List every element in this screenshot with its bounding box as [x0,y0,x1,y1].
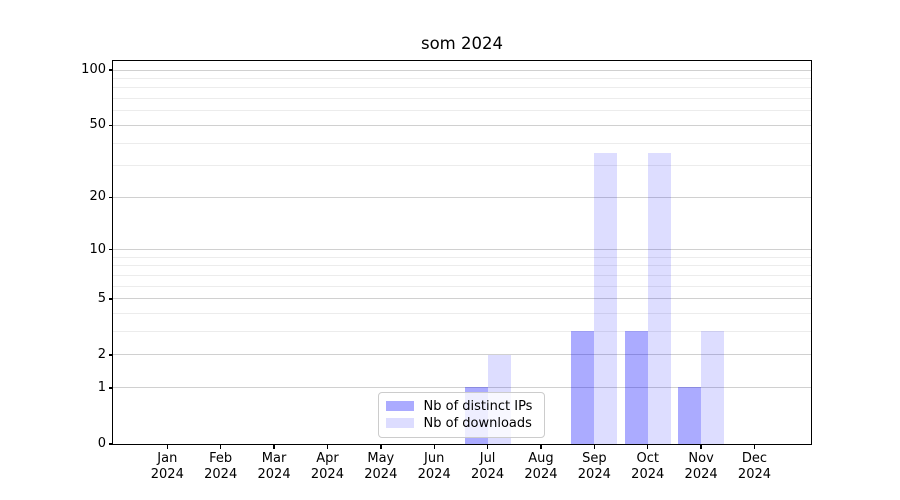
x-tick-mark [540,444,542,449]
y-gridline-minor [112,313,811,315]
x-tick-label: Feb 2024 [204,451,238,482]
bar-distinct-ips [624,331,648,444]
y-gridline-minor [112,98,811,100]
legend-item-downloads: Nb of downloads [385,415,536,432]
legend-label-distinct-ips: Nb of distinct IPs [423,398,533,414]
x-tick-label: Oct 2024 [631,451,665,482]
y-tick-mark [108,298,113,300]
y-tick-label: 20 [89,189,106,205]
x-tick-mark [753,444,756,449]
y-gridline-minor [112,78,811,80]
y-tick-label: 5 [97,290,106,306]
y-gridline-major [112,354,811,356]
bar-downloads [647,153,671,444]
y-gridline-major [112,249,811,251]
x-tick-mark [380,444,382,449]
y-tick-mark [108,443,113,445]
y-gridline-major [112,69,811,71]
legend-label-downloads: Nb of downloads [423,415,532,431]
x-tick-mark [219,444,222,449]
y-gridline-minor [112,165,811,167]
x-tick-mark [433,444,435,449]
y-tick-mark [108,69,113,71]
y-tick-mark [108,387,113,389]
y-gridline-minor [112,275,811,277]
legend-swatch-downloads-icon [385,418,414,428]
y-gridline-minor [112,142,811,144]
y-gridline-major [112,124,811,126]
y-tick-label: 100 [81,62,106,78]
y-tick-label: 0 [97,436,106,451]
y-tick-label: 2 [97,346,106,362]
chart-title: som 2024 [420,34,503,53]
x-tick-label: Aug 2024 [524,451,558,482]
y-tick-label: 1 [97,379,106,395]
x-tick-label: Apr 2024 [310,451,344,482]
plot-area: Nb of distinct IPs Nb of downloads [111,59,812,445]
y-tick-mark [108,249,113,251]
x-tick-mark [647,444,649,449]
legend-item-distinct-ips: Nb of distinct IPs [385,398,536,415]
y-tick-mark [108,124,113,127]
x-tick-mark [593,444,596,449]
x-tick-mark [166,444,168,449]
y-gridline-major [112,196,811,198]
x-tick-mark [326,444,329,449]
y-gridline-minor [112,87,811,89]
bar-downloads [701,331,725,444]
x-tick-label: Jul 2024 [471,451,505,482]
y-tick-label: 10 [89,241,106,257]
y-gridline-minor [112,331,811,333]
y-tick-mark [108,196,113,199]
x-tick-label: Jan 2024 [150,451,184,482]
y-gridline-major [112,298,811,300]
x-tick-mark [700,444,702,449]
x-tick-label: Sep 2024 [577,451,611,482]
x-tick-mark [273,444,275,449]
y-gridline-major [112,387,811,389]
y-tick-label: 50 [89,117,106,133]
x-tick-label: Nov 2024 [684,451,718,482]
x-tick-label: May 2024 [364,451,398,482]
x-tick-mark [486,444,489,449]
y-tick-mark [108,354,113,356]
y-gridline-minor [112,285,811,287]
bar-distinct-ips [571,331,595,444]
y-gridline-minor [112,265,811,267]
legend: Nb of distinct IPs Nb of downloads [377,391,545,438]
legend-swatch-distinct-ips-icon [385,401,414,411]
bar-distinct-ips [678,387,702,444]
x-tick-label: Mar 2024 [257,451,291,482]
y-gridline-minor [112,110,811,112]
y-gridline-minor [112,256,811,258]
x-tick-label: Jun 2024 [417,451,451,482]
x-tick-label: Dec 2024 [737,451,772,482]
bar-downloads [594,153,618,444]
